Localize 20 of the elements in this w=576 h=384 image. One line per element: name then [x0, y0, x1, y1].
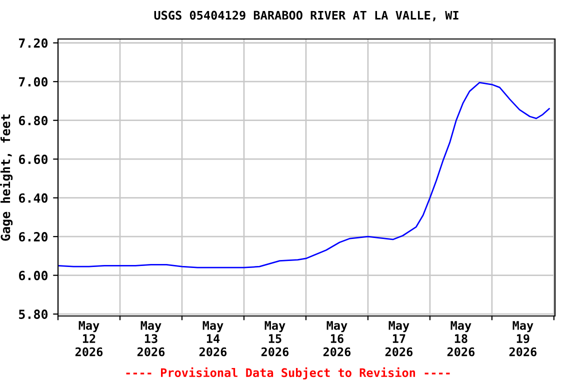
x-tick-label: May 12 2026	[75, 321, 103, 356]
chart-title: USGS 05404129 BARABOO RIVER AT LA VALLE, WI	[154, 10, 458, 22]
x-tick-label: May 14 2026	[199, 321, 227, 356]
line-series	[58, 82, 550, 268]
x-tick-label: May 16 2026	[323, 321, 351, 356]
x-tick-label: May 15 2026	[261, 321, 289, 356]
x-tick-label: May 19 2026	[509, 321, 537, 356]
x-tick-label: May 18 2026	[447, 321, 475, 356]
y-tick-label: 7.00	[19, 77, 48, 87]
y-tick-label: 6.80	[18, 116, 48, 126]
y-tick-label: 7.20	[19, 38, 48, 48]
y-tick-label: 6.20	[18, 232, 48, 242]
y-tick-label: 6.00	[18, 270, 48, 280]
text: ---- Provisional Data Subject to Revision ----	[126, 367, 450, 380]
x-tick-label: May 17 2026	[385, 321, 413, 356]
x-tick-label: May 13 2026	[137, 321, 165, 356]
y-tick-label: 5.80	[19, 310, 48, 319]
y-axis-title: Gage height, feet	[0, 114, 13, 241]
y-tick-label: 6.60	[18, 154, 48, 164]
y-tick-label: 6.40	[18, 193, 48, 203]
